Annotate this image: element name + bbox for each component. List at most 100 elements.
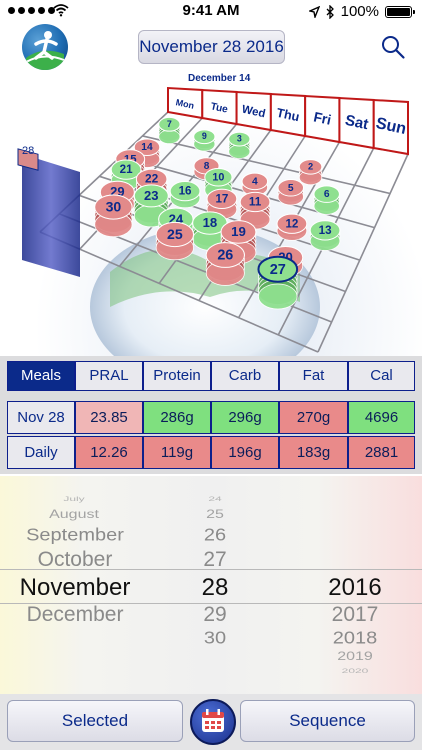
cell-cal-today: 4696 (348, 401, 415, 434)
cell-carb-average: 196g (211, 436, 279, 469)
day-stack-9[interactable]: 9 (193, 129, 216, 152)
picker-year-option[interactable]: 2018 (332, 628, 378, 648)
tab-fat[interactable]: Fat (279, 361, 348, 391)
day-stack-12[interactable]: 12 (276, 213, 308, 241)
cell-fat-today: 270g (279, 401, 348, 434)
wifi-icon (53, 4, 69, 17)
picker-selection-top (0, 569, 422, 570)
svg-text:19: 19 (231, 224, 246, 239)
picker-month-option[interactable]: August (49, 508, 99, 521)
weekday-header-sun: Sun (372, 98, 409, 156)
calendar-button[interactable] (190, 699, 236, 745)
day-stack-11[interactable]: 11 (239, 191, 271, 230)
side-day-stack[interactable]: 28 (17, 145, 80, 277)
svg-text:17: 17 (215, 192, 228, 205)
svg-text:5: 5 (288, 183, 294, 194)
day-stack-27[interactable]: 27 (257, 255, 299, 310)
cell-pral-average: 12.26 (75, 436, 143, 469)
picker-month-option[interactable]: September (26, 525, 124, 545)
month-caption: December 14 (188, 73, 251, 84)
cell-fat-average: 183g (279, 436, 348, 469)
picker-year-option[interactable]: 2019 (337, 650, 373, 663)
date-picker[interactable]: July August September October November D… (0, 476, 422, 694)
svg-text:3: 3 (237, 134, 242, 144)
location-arrow-icon (308, 5, 320, 18)
status-time: 9:41 AM (182, 2, 240, 19)
svg-text:8: 8 (204, 161, 210, 172)
picker-day-option[interactable]: 24 (208, 495, 222, 503)
day-stack-2[interactable]: 2 (298, 159, 323, 186)
calendar-icon (202, 709, 224, 732)
svg-text:25: 25 (167, 226, 183, 242)
battery-icon (385, 5, 415, 18)
cell-carb-today: 296g (211, 401, 279, 434)
tab-protein[interactable]: Protein (143, 361, 211, 391)
calendar-3d-canvas[interactable]: Mon Tue Wed Thu Fri Sat Sun December 14 28 79 3… (0, 72, 422, 356)
weekday-header-mon: Mon (167, 86, 204, 120)
picker-day-option[interactable]: 29 (203, 603, 227, 626)
picker-day-option[interactable]: 30 (203, 628, 227, 648)
svg-text:22: 22 (145, 172, 159, 186)
day-stack-30[interactable]: 30 (94, 194, 133, 238)
cell-protein-today: 286g (143, 401, 211, 434)
day-stack-7[interactable]: 7 (158, 116, 181, 145)
weekday-headers: Mon Tue Wed Thu Fri Sat Sun (167, 86, 409, 156)
picker-day-option[interactable]: 27 (203, 548, 227, 571)
picker-year-option[interactable]: 2020 (341, 667, 369, 675)
runner-logo-icon[interactable] (22, 24, 68, 70)
picker-month-option[interactable]: July (63, 495, 85, 503)
day-stack-16[interactable]: 16 (169, 181, 201, 209)
day-stack-13[interactable]: 13 (309, 220, 341, 251)
svg-text:21: 21 (120, 163, 133, 176)
svg-text:Mon: Mon (175, 97, 195, 111)
day-stack-5[interactable]: 5 (277, 179, 305, 206)
weekday-header-sat: Sat (338, 96, 375, 150)
row-label-average: Daily AVG (7, 436, 75, 492)
svg-text:27: 27 (270, 262, 286, 278)
nav-bar: November 28 2016 (0, 22, 422, 72)
globe-land (110, 249, 300, 307)
row-label-today: Nov 28 (7, 401, 75, 434)
tab-cal[interactable]: Cal (348, 361, 415, 391)
nutrient-tabs: Meals PRAL Protein Carb Fat Cal (0, 356, 422, 398)
day-stack-26[interactable]: 26 (205, 242, 245, 286)
svg-text:12: 12 (285, 217, 298, 230)
weekday-header-fri: Fri (304, 94, 341, 144)
svg-text:Thu: Thu (275, 106, 300, 124)
selected-button[interactable]: Selected (7, 700, 183, 742)
picker-month-option[interactable]: December (26, 603, 124, 626)
weekday-header-tue: Tue (201, 88, 238, 126)
svg-text:16: 16 (179, 185, 192, 198)
picker-month-option[interactable]: October (37, 548, 113, 571)
svg-text:26: 26 (217, 248, 233, 264)
sequence-button[interactable]: Sequence (240, 700, 415, 742)
svg-text:Tue: Tue (209, 101, 229, 115)
weekday-header-thu: Thu (269, 92, 307, 138)
day-stack-6[interactable]: 6 (313, 185, 340, 215)
date-button[interactable]: November 28 2016 (138, 30, 285, 64)
svg-text:13: 13 (319, 224, 332, 237)
picker-year-selected[interactable]: 2016 (328, 574, 382, 601)
day-stack-3[interactable]: 3 (228, 131, 251, 159)
picker-month-selected[interactable]: November (19, 574, 131, 601)
tab-carb[interactable]: Carb (211, 361, 279, 391)
picker-day-option[interactable]: 25 (206, 508, 224, 521)
side-day-label: 28 (22, 145, 34, 157)
svg-text:Sun: Sun (374, 114, 408, 138)
status-bar: 9:41 AM 100% (0, 0, 422, 22)
battery-percent: 100% (340, 3, 379, 20)
tab-pral[interactable]: PRAL (75, 361, 143, 391)
day-stack-25[interactable]: 25 (155, 221, 195, 261)
picker-day-option[interactable]: 26 (203, 525, 227, 545)
svg-text:2: 2 (308, 162, 313, 172)
picker-day-selected[interactable]: 28 (201, 574, 229, 601)
picker-year-option[interactable]: 2017 (331, 603, 379, 626)
svg-text:14: 14 (141, 142, 153, 153)
svg-text:4: 4 (252, 176, 258, 187)
svg-text:23: 23 (144, 188, 158, 203)
tab-meals[interactable]: Meals (7, 361, 75, 391)
day-stacks[interactable]: 7932814456101521161711121322292324182019… (94, 116, 341, 310)
day-stack-18[interactable]: 18 (192, 211, 228, 251)
search-icon[interactable] (380, 34, 406, 60)
